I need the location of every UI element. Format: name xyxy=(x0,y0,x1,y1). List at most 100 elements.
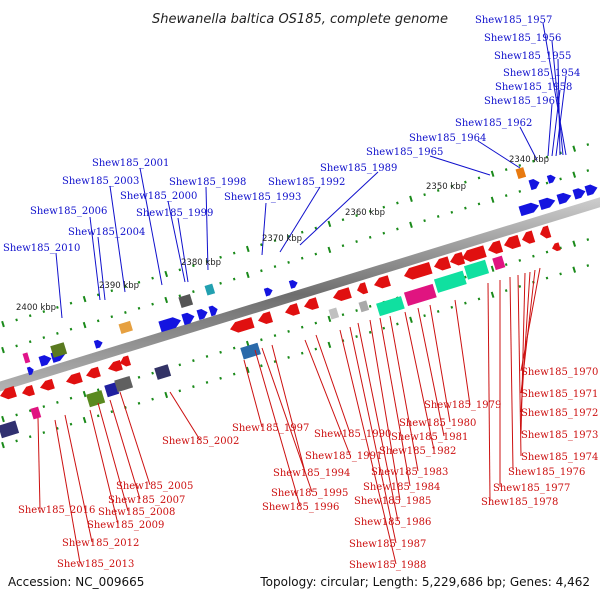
plus-gene-arrow xyxy=(208,305,218,317)
gene-label[interactable]: Shew185_1956 xyxy=(484,33,561,44)
leader-line xyxy=(89,216,101,301)
tick-mark xyxy=(423,193,426,197)
tick-mark xyxy=(572,145,577,152)
kbp-label: 2360 kbp xyxy=(345,208,385,218)
gene-label[interactable]: Shew185_2008 xyxy=(98,507,175,518)
gene-label[interactable]: Shew185_1995 xyxy=(271,488,348,499)
tick-mark xyxy=(518,258,522,262)
gene-label[interactable]: Shew185_2012 xyxy=(62,538,139,549)
tick-mark xyxy=(423,219,426,223)
leader-line xyxy=(404,311,435,451)
tick-mark xyxy=(504,263,508,267)
leader-line xyxy=(261,202,267,256)
leader-line xyxy=(349,326,397,544)
kbp-label: 2400 kbp xyxy=(16,303,56,313)
leader-line xyxy=(169,391,201,441)
gene-label[interactable]: Shew185_1991 xyxy=(305,451,382,462)
gene-label[interactable]: Shew185_1970 xyxy=(521,367,598,378)
gene-label[interactable]: Shew185_2009 xyxy=(87,520,164,531)
leader-line xyxy=(89,409,119,525)
gene-label[interactable]: Shew185_1980 xyxy=(399,418,476,429)
tick-mark xyxy=(69,422,73,426)
tick-mark xyxy=(518,284,522,288)
gene-label[interactable]: Shew185_1999 xyxy=(136,208,213,219)
gene-label[interactable]: Shew185_2001 xyxy=(92,158,169,169)
gene-label[interactable]: Shew185_1958 xyxy=(495,82,572,93)
map-title: Shewanella baltica OS185, complete genom… xyxy=(152,12,448,27)
gene-label[interactable]: Shew185_1985 xyxy=(354,496,431,507)
minus-gene-arrow xyxy=(86,366,101,379)
gene-label[interactable]: Shew185_1986 xyxy=(354,517,431,528)
gene-block xyxy=(118,320,133,334)
gene-label[interactable]: Shew185_1954 xyxy=(503,68,580,79)
leader-line xyxy=(547,103,553,157)
minus-gene-arrow xyxy=(357,282,369,295)
leader-line xyxy=(551,89,561,157)
gene-label[interactable]: Shew185_1993 xyxy=(224,192,301,203)
tick-mark xyxy=(300,230,304,234)
gene-block xyxy=(22,352,31,364)
tick-mark xyxy=(42,336,46,339)
gene-label[interactable]: Shew185_2006 xyxy=(30,206,107,217)
gene-label[interactable]: Shew185_1990 xyxy=(314,429,391,440)
gene-label[interactable]: Shew185_1983 xyxy=(371,467,448,478)
gene-label[interactable]: Shew185_1982 xyxy=(379,446,456,457)
leader-line xyxy=(487,282,491,502)
tick-mark xyxy=(450,184,454,188)
leader-line xyxy=(315,334,351,434)
gene-label[interactable]: Shew185_1979 xyxy=(424,400,501,411)
gene-label[interactable]: Shew185_1997 xyxy=(232,423,309,434)
gene-label[interactable]: Shew185_1962 xyxy=(455,118,532,129)
gene-label[interactable]: Shew185_2004 xyxy=(68,227,145,238)
leader-line xyxy=(454,299,471,406)
gene-label[interactable]: Shew185_1984 xyxy=(363,482,440,493)
tick-mark xyxy=(490,196,495,203)
tick-mark xyxy=(586,264,590,267)
gene-label[interactable]: Shew185_2010 xyxy=(3,243,80,254)
tick-mark xyxy=(314,252,318,256)
gene-label[interactable]: Shew185_1955 xyxy=(494,51,571,62)
gene-label[interactable]: Shew185_2016 xyxy=(18,505,95,516)
gene-label[interactable]: Shew185_1957 xyxy=(475,15,552,26)
gene-label[interactable]: Shew185_1972 xyxy=(521,408,598,419)
gene-label[interactable]: Shew185_1974 xyxy=(521,452,598,463)
tick-mark xyxy=(137,306,141,310)
gene-label[interactable]: Shew185_2007 xyxy=(108,495,185,506)
tick-mark xyxy=(382,326,386,330)
gene-label[interactable]: Shew185_1964 xyxy=(409,133,486,144)
gene-block xyxy=(30,406,42,420)
gene-label[interactable]: Shew185_1987 xyxy=(349,539,426,550)
gene-label[interactable]: Shew185_1977 xyxy=(493,483,570,494)
gene-label[interactable]: Shew185_1992 xyxy=(268,177,345,188)
gene-label[interactable]: Shew185_1981 xyxy=(391,432,468,443)
gene-label[interactable]: Shew185_2000 xyxy=(120,191,197,202)
gene-label[interactable]: Shew185_1989 xyxy=(320,163,397,174)
gene-label[interactable]: Shew185_1971 xyxy=(521,389,598,400)
gene-block xyxy=(240,342,261,360)
tick-mark xyxy=(396,201,399,205)
gene-label[interactable]: Shew185_2003 xyxy=(62,176,139,187)
tick-mark xyxy=(436,310,440,313)
gene-block xyxy=(492,255,506,271)
gene-label[interactable]: Shew185_1988 xyxy=(349,560,426,571)
gene-label[interactable]: Shew185_1965 xyxy=(366,147,443,158)
gene-label[interactable]: Shew185_1976 xyxy=(508,467,585,478)
tick-mark xyxy=(273,334,277,338)
gene-label[interactable]: Shew185_1998 xyxy=(169,177,246,188)
gene-label[interactable]: Shew185_2005 xyxy=(116,481,193,492)
gene-block xyxy=(114,375,134,393)
tick-mark xyxy=(355,214,358,217)
tick-mark xyxy=(232,277,236,281)
gene-label[interactable]: Shew185_1973 xyxy=(521,430,598,441)
minus-gene-arrow xyxy=(230,317,255,333)
tick-mark xyxy=(273,265,277,269)
tick-mark xyxy=(164,296,169,304)
gene-label[interactable]: Shew185_1978 xyxy=(481,497,558,508)
tick-mark xyxy=(96,388,100,392)
gene-label[interactable]: Shew185_1996 xyxy=(262,502,339,513)
gene-label[interactable]: Shew185_1961 xyxy=(484,96,561,107)
tick-mark xyxy=(409,195,413,202)
gene-label[interactable]: Shew185_2002 xyxy=(162,436,239,447)
gene-label[interactable]: Shew185_1994 xyxy=(273,468,350,479)
gene-label[interactable]: Shew185_2013 xyxy=(57,559,134,570)
